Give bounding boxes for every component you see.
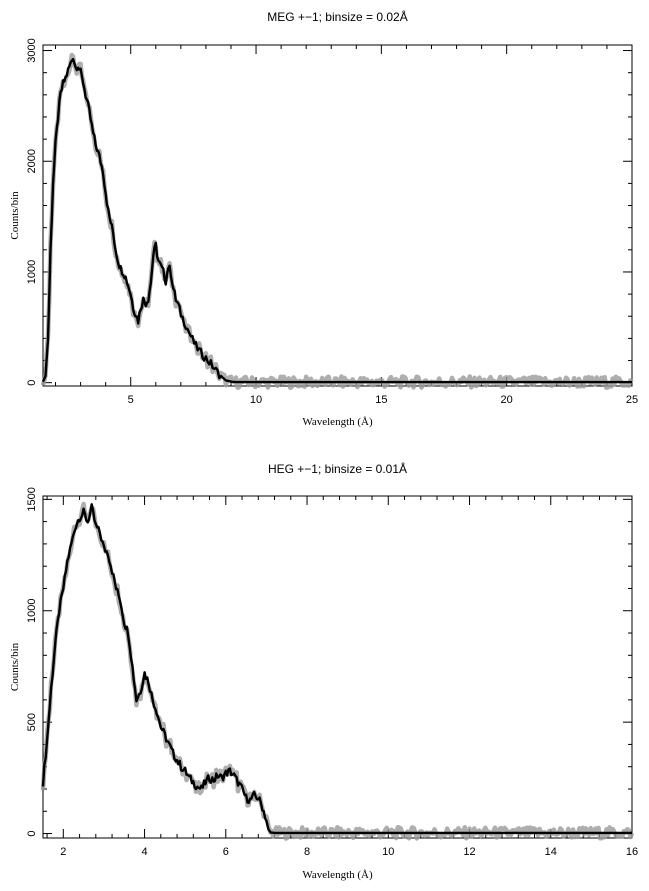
- spectrum-line: [41, 57, 632, 384]
- axis-ticks: [43, 45, 633, 386]
- error-band: [40, 52, 634, 391]
- y-tick-label: 2000: [26, 149, 38, 173]
- x-axis-label: Wavelength (Å): [302, 869, 373, 881]
- error-band: [40, 501, 635, 841]
- y-tick-label: 1500: [26, 487, 38, 511]
- chart-heg: HEG +−1; binsize = 0.01Å Counts/bin Wave…: [9, 461, 638, 881]
- tick-labels: 2 4 6 8 10 12 14 16 0 500 1000 1500: [26, 487, 638, 858]
- x-tick-label: 2: [60, 846, 66, 858]
- y-tick-label: 0: [26, 830, 38, 836]
- y-tick-label: 1000: [26, 260, 38, 284]
- x-tick-label: 15: [375, 394, 387, 406]
- x-tick-label: 16: [626, 846, 638, 858]
- x-tick-label: 14: [545, 846, 557, 858]
- spectrum-line: [41, 503, 632, 835]
- x-tick-label: 10: [382, 846, 394, 858]
- y-tick-label: 500: [26, 713, 38, 731]
- x-tick-label: 4: [141, 846, 147, 858]
- x-tick-label: 5: [128, 394, 134, 406]
- x-tick-label: 8: [304, 846, 310, 858]
- x-tick-label: 10: [250, 394, 262, 406]
- chart-meg: MEG +−1; binsize = 0.02Å Counts/bin Wave…: [9, 9, 638, 428]
- x-tick-label: 12: [463, 846, 475, 858]
- chart-title: MEG +−1; binsize = 0.02Å: [267, 9, 407, 24]
- x-axis-label: Wavelength (Å): [302, 416, 373, 428]
- y-axis-label: Counts/bin: [9, 191, 21, 240]
- x-tick-label: 6: [223, 846, 229, 858]
- x-tick-label: 25: [626, 394, 638, 406]
- y-tick-label: 0: [26, 380, 38, 386]
- y-tick-label: 1000: [26, 599, 38, 623]
- x-tick-label: 20: [501, 394, 513, 406]
- y-axis-label: Counts/bin: [9, 642, 21, 691]
- plot-frame: [42, 44, 633, 387]
- chart-title: HEG +−1; binsize = 0.01Å: [268, 461, 407, 476]
- axis-ticks: [43, 496, 633, 838]
- tick-labels: 5 10 15 20 25 0 1000 2000 3000: [26, 38, 638, 406]
- y-tick-label: 3000: [26, 38, 38, 62]
